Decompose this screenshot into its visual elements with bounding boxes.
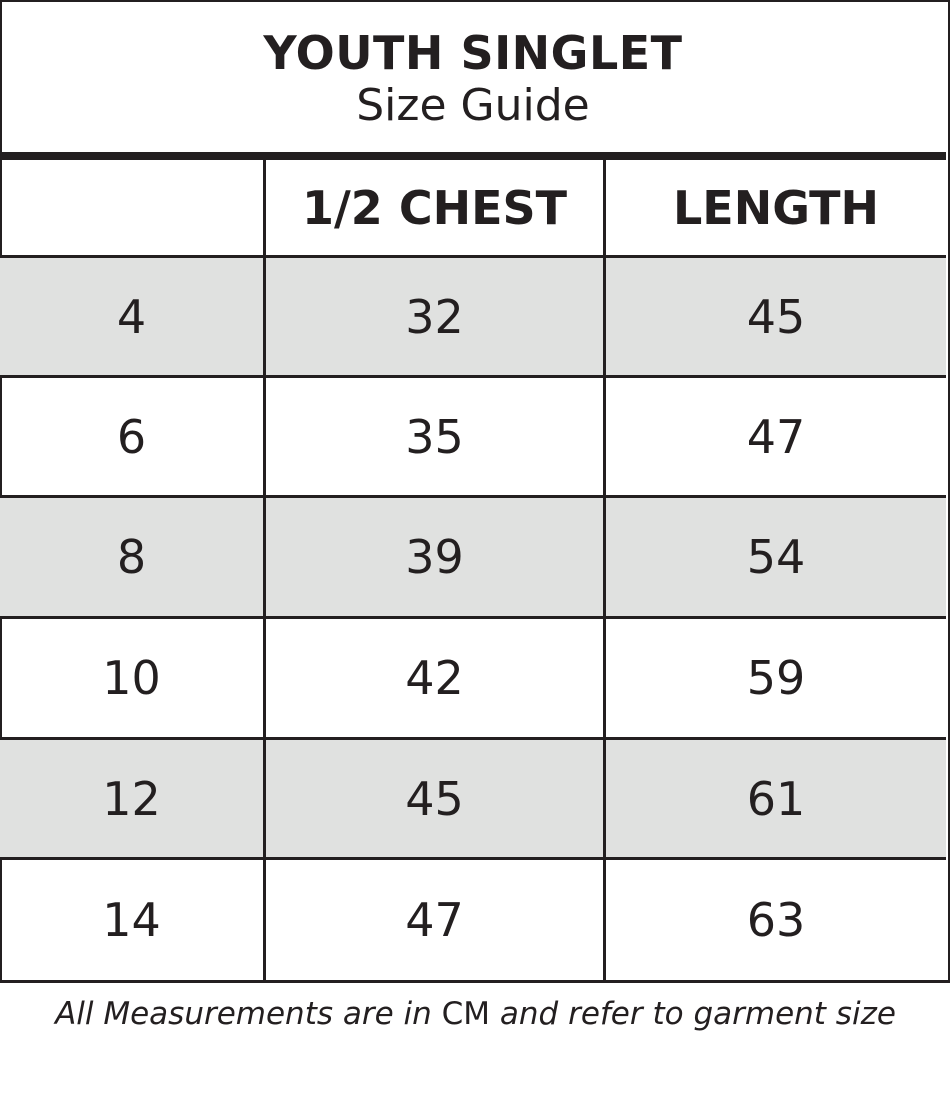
cell-length: 59 [746,651,806,705]
cell-size: 6 [0,378,266,495]
table-row: 8 39 54 [0,498,946,619]
cell-chest: 35 [266,378,606,495]
chart-title: YOUTH SINGLET [263,26,683,80]
table-row: 4 32 45 [0,258,946,378]
cell-length: 45 [746,289,806,344]
table-row: 14 47 63 [0,860,946,980]
title-block: YOUTH SINGLET Size Guide [0,0,946,152]
cell-size: 10 [0,619,266,737]
cell-length: 61 [746,771,806,826]
header-chest: 1/2 CHEST [266,160,606,255]
cell-size: 4 [0,258,266,375]
cell-chest: 39 [266,498,606,616]
header-length: LENGTH [672,180,880,235]
table-row: 6 35 47 [0,378,946,498]
footer-unit: CM [441,996,491,1032]
cell-chest: 42 [266,619,606,737]
cell-length: 63 [746,893,806,947]
header-size [0,160,266,255]
header-row: 1/2 CHEST LENGTH [0,160,946,258]
cell-chest: 47 [266,860,606,980]
cell-size: 14 [0,860,266,980]
footer-note: All Measurements are in CM and refer to … [0,996,951,1032]
size-chart-frame [0,0,950,983]
cell-length: 54 [746,530,806,584]
title-divider [0,152,946,160]
table-row: 10 42 59 [0,619,946,740]
cell-size: 12 [0,740,266,857]
cell-size: 8 [0,498,266,616]
cell-chest: 32 [266,258,606,375]
chart-subtitle: Size Guide [356,80,590,131]
cell-length: 47 [746,409,806,464]
table-row: 12 45 61 [0,740,946,860]
footer-pre: All Measurements are in [55,996,442,1032]
footer-post: and refer to garment size [490,996,896,1032]
cell-chest: 45 [266,740,606,857]
